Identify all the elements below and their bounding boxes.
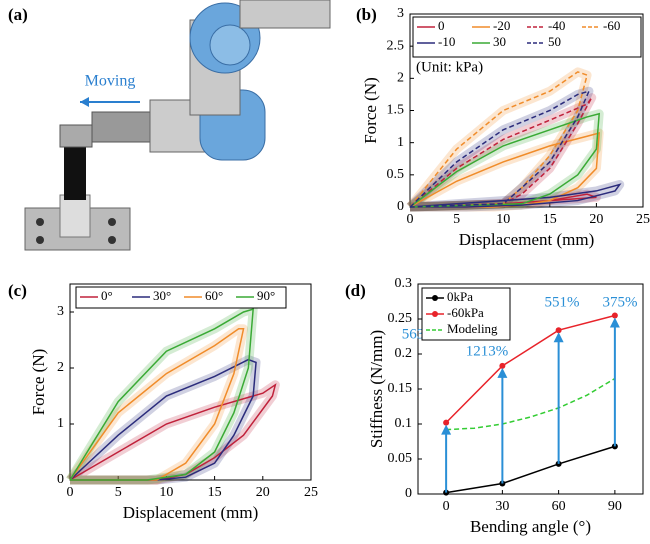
y-tick-label: 2 [57,360,64,375]
x-tick-label: 25 [636,212,650,227]
x-tick-label: 0 [443,499,450,514]
bolt [108,236,116,244]
panel-label: (b) [356,5,377,24]
x-tick-label: 25 [304,485,318,500]
y-tick-label: 0.05 [388,451,413,466]
x-tick-label: 15 [208,485,222,500]
x-tick-label: 5 [115,485,122,500]
y-tick-label: 0.3 [395,276,413,291]
legend-label: 90° [257,288,275,303]
panel-label: (c) [8,281,27,300]
upper-arm [240,0,330,28]
arrow-head [610,318,620,328]
annotation: (Unit: kPa) [416,59,483,75]
y-tick-label: 1 [57,416,64,431]
legend-label: 30 [493,34,506,49]
y-axis-label: Stiffness (N/mm) [367,330,386,448]
robot-illustration: Moving (a) [8,0,330,250]
x-tick-label: 5 [453,212,460,227]
legend-label: 0kPa [447,289,473,304]
y-tick-label: 1 [397,135,404,150]
x-tick-label: 15 [543,212,557,227]
y-tick-label: 0 [405,486,412,501]
panel-label: (a) [8,5,28,24]
x-tick-label: 20 [589,212,603,227]
x-tick-label: 10 [496,212,510,227]
arrow-head [554,332,564,342]
y-tick-label: 0.2 [395,346,413,361]
legend-label: -10 [438,34,455,49]
holder [60,195,90,237]
legend-label: -60 [603,18,620,33]
x-tick-label: 60 [552,499,566,514]
y-tick-label: 0.1 [395,416,413,431]
y-tick-label: 3 [397,6,404,21]
legend-label: 50 [548,34,561,49]
x-tick-label: 0 [67,485,74,500]
y-tick-label: 2.5 [387,38,405,53]
legend-label: 60° [205,288,223,303]
x-axis-label: Displacement (mm) [123,503,259,522]
legend-label: 0 [438,18,445,33]
legend-label: -40 [548,18,565,33]
x-tick-label: 20 [256,485,270,500]
legend-label: 30° [153,288,171,303]
gripper [60,125,92,147]
annotation: 1213% [466,343,509,359]
series-line [446,446,615,492]
finger [64,145,86,200]
x-tick-label: 0 [407,212,414,227]
legend-label: Modeling [447,321,498,336]
bolt [108,218,116,226]
x-tick-label: 90 [608,499,622,514]
x-tick-label: 10 [159,485,173,500]
figure: Moving (a) 051015202500.511.522.53Displa… [0,0,650,544]
arrow-head [80,97,89,107]
bolt [36,218,44,226]
y-axis-label: Force (N) [29,349,48,416]
y-tick-label: 0 [397,199,404,214]
series-line [446,379,615,430]
flange [92,112,152,142]
y-tick-label: 0 [57,472,64,487]
annotation: 551% [545,294,580,310]
legend-label: -20 [493,18,510,33]
panel-label: (d) [345,281,366,300]
joint-cap [210,25,250,65]
x-axis-label: Bending angle (°) [470,517,591,536]
y-tick-label: 0.5 [387,167,405,182]
legend-marker [432,295,438,301]
y-axis-label: Force (N) [361,77,380,144]
moving-text: Moving [85,73,136,90]
x-axis-label: Displacement (mm) [459,230,595,249]
y-tick-label: 2 [397,71,404,86]
y-tick-label: 0.15 [388,381,413,396]
legend-marker [432,311,438,317]
y-tick-label: 1.5 [387,103,405,118]
legend-label: 0° [101,288,113,303]
legend-label: -60kPa [447,305,484,320]
y-tick-label: 0.25 [388,311,413,326]
x-tick-label: 30 [495,499,509,514]
bolt [36,236,44,244]
annotation: 375% [603,294,638,310]
y-tick-label: 3 [57,304,64,319]
